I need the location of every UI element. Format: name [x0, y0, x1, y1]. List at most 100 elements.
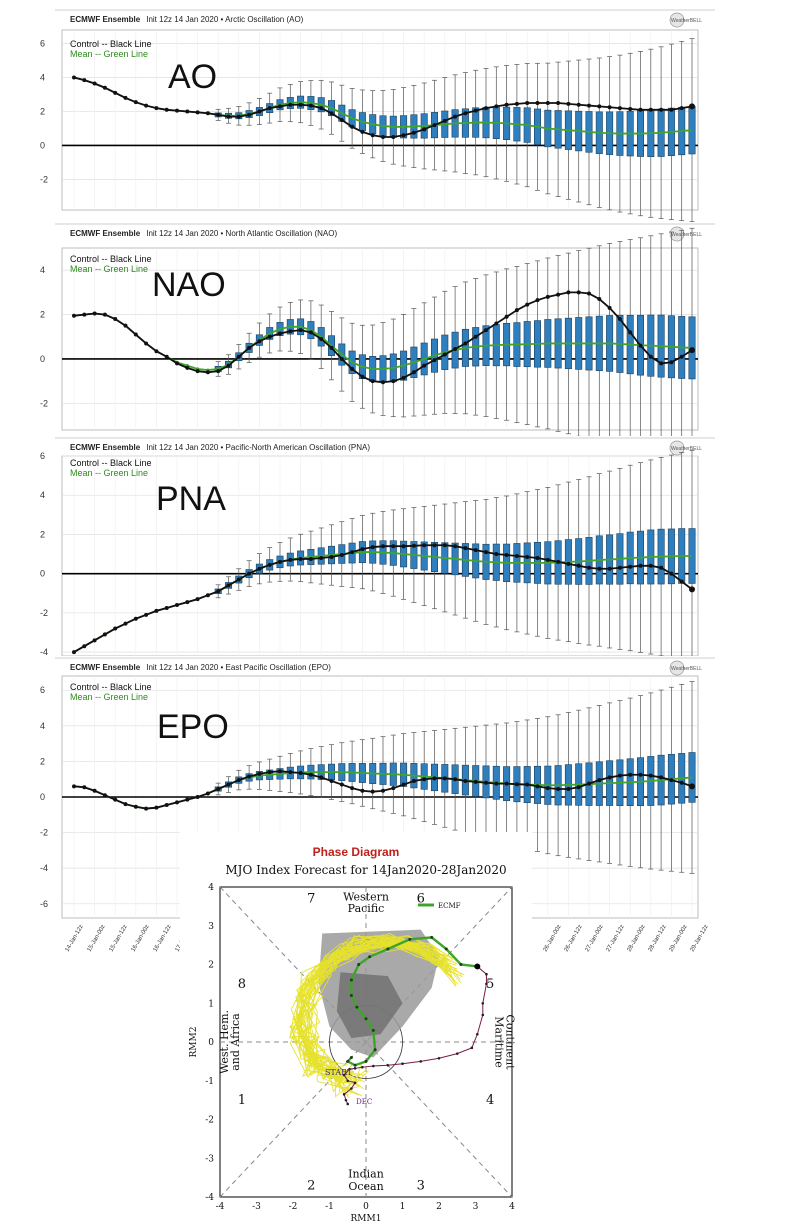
mjo-y-tick: 1: [208, 999, 214, 1009]
control-point: [659, 361, 664, 366]
mjo-observed-point: [353, 1081, 357, 1084]
y-tick-label: -2: [40, 174, 48, 184]
control-point: [556, 559, 561, 564]
control-point: [525, 782, 530, 787]
control-point: [576, 290, 581, 295]
mjo-x-tick: -1: [325, 1202, 334, 1212]
control-point: [669, 778, 674, 783]
control-point: [278, 559, 282, 564]
panel-header-bold: ECMWF Ensemble: [70, 443, 141, 452]
panel-header: ECMWF Ensemble Init 12z 14 Jan 2020 • Arc…: [70, 15, 304, 24]
control-point: [607, 566, 612, 571]
control-point: [411, 543, 416, 548]
panel-header-rest: Init 12z 14 Jan 2020 • North Atlantic Os…: [146, 229, 337, 238]
control-point: [607, 305, 612, 310]
mjo-ecmf-point: [357, 963, 361, 966]
control-point: [587, 291, 591, 296]
control-point: [504, 314, 509, 319]
index-big-label: AO: [168, 58, 217, 96]
legend-mean: Mean -- Green Line: [70, 468, 148, 478]
control-point: [401, 375, 406, 380]
mjo-ecmf-point: [371, 1028, 375, 1032]
control-point: [545, 557, 550, 562]
control-point: [308, 103, 313, 108]
logo-text: WeatherBELL: [671, 666, 702, 672]
control-point: [257, 771, 262, 776]
control-point: [72, 650, 76, 655]
mjo-ecmf-point: [349, 1056, 353, 1059]
control-point: [205, 370, 210, 375]
control-point: [422, 127, 427, 132]
control-point: [350, 366, 355, 371]
control-point: [566, 786, 571, 791]
control-point: [648, 354, 653, 359]
control-point: [463, 341, 468, 346]
y-tick-label: 4: [40, 490, 45, 500]
mjo-ecmf-point: [364, 1017, 368, 1021]
control-point: [92, 638, 97, 643]
control-point: [185, 365, 190, 370]
control-point: [247, 571, 252, 576]
mjo-x-tick: 4: [509, 1202, 515, 1212]
panel-header-rest: Init 12z 14 Jan 2020 • Pacific-North Ame…: [146, 443, 370, 452]
control-point: [247, 345, 252, 350]
control-point: [617, 317, 622, 322]
index-big-label: EPO: [157, 708, 229, 746]
x-tick-label: 15-Jan-12z: [109, 924, 129, 953]
control-point: [350, 550, 355, 555]
y-tick-label: 2: [40, 529, 45, 539]
control-point: [257, 566, 262, 571]
control-point: [370, 789, 375, 794]
control-point: [381, 544, 385, 549]
control-point: [175, 108, 179, 113]
control-point: [319, 775, 324, 780]
control-point: [484, 328, 488, 333]
control-point: [370, 545, 375, 550]
control-point: [689, 347, 695, 354]
control-point: [411, 370, 416, 375]
mjo-observed-point: [342, 1073, 346, 1077]
mjo-ecmf-point: [408, 937, 412, 941]
logo-text: WeatherBELL: [671, 446, 702, 452]
logo-swirl-icon: [669, 660, 685, 676]
x-tick-label: 26-Jan-12z: [564, 924, 584, 953]
control-point: [689, 103, 695, 110]
control-point: [453, 114, 458, 119]
mjo-region-western-pacific: Western: [343, 891, 389, 904]
control-point: [175, 603, 179, 608]
control-point: [267, 106, 272, 111]
control-point: [319, 337, 324, 341]
control-point: [689, 586, 695, 593]
control-point: [205, 593, 210, 598]
control-point: [205, 791, 210, 796]
mjo-title: Phase Diagram: [313, 845, 400, 859]
control-point: [432, 776, 437, 781]
y-tick-label: 2: [40, 756, 45, 766]
mjo-member-track: [296, 935, 451, 1085]
control-point: [679, 780, 684, 785]
control-point: [370, 379, 375, 384]
mjo-phase-diagram: Phase Diagram MJO Index Forecast for 14Ja…: [180, 832, 532, 1224]
panel-header-rest: Init 12z 14 Jan 2020 • East Pacific Osci…: [146, 663, 331, 672]
control-point: [288, 557, 293, 562]
control-point: [453, 777, 458, 782]
mjo-legend-label: ECMF: [438, 902, 461, 910]
control-point: [154, 805, 159, 810]
control-point: [164, 605, 169, 610]
control-point: [648, 563, 653, 568]
control-point: [535, 555, 540, 560]
mjo-y-tick: 4: [208, 883, 214, 893]
control-point: [298, 102, 303, 107]
control-point: [113, 797, 118, 802]
mjo-observed-point: [348, 1067, 351, 1071]
panel-header: ECMWF Ensemble Init 12z 14 Jan 2020 • Nor…: [70, 229, 337, 238]
control-point: [391, 379, 396, 384]
control-point: [628, 564, 633, 569]
control-point: [102, 85, 107, 90]
control-point: [422, 543, 427, 548]
control-point: [381, 134, 385, 139]
control-point: [175, 800, 179, 805]
panel-header-bold: ECMWF Ensemble: [70, 229, 141, 238]
control-point: [350, 124, 355, 129]
mjo-observed-point: [485, 972, 488, 976]
